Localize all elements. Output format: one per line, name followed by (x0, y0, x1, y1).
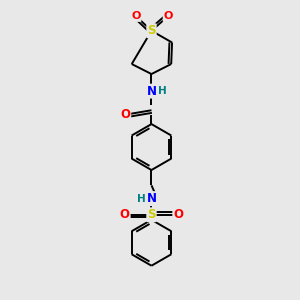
Text: H: H (137, 194, 146, 204)
Text: O: O (120, 108, 130, 121)
Text: N: N (146, 85, 157, 98)
Text: O: O (120, 208, 130, 221)
Text: O: O (164, 11, 173, 21)
Text: N: N (146, 192, 157, 205)
Text: S: S (147, 24, 156, 37)
Text: H: H (158, 86, 167, 96)
Text: S: S (147, 208, 156, 221)
Text: O: O (131, 11, 141, 21)
Text: O: O (173, 208, 183, 221)
